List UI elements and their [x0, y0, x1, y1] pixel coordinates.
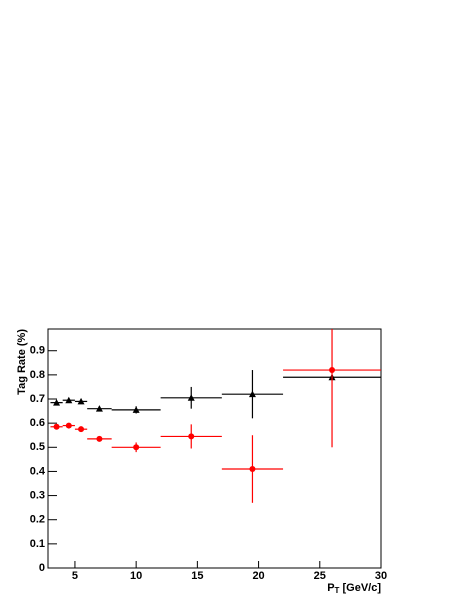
y-tick-label: 0	[39, 562, 45, 574]
y-tick-label: 0.2	[30, 514, 45, 526]
marker	[53, 399, 61, 406]
plot-frame	[47, 328, 382, 569]
marker	[187, 394, 195, 401]
y-tick-label: 0.5	[30, 441, 45, 453]
marker	[78, 426, 85, 433]
x-axis-label: PT [GeV/c]	[327, 582, 381, 595]
marker	[248, 390, 256, 398]
x-tick-label: 20	[252, 570, 264, 582]
y-tick-label: 0.9	[30, 345, 45, 357]
x-tick-label: 25	[314, 570, 326, 582]
marker	[65, 422, 72, 429]
x-label-sub: T	[335, 586, 340, 595]
marker	[132, 406, 140, 413]
x-tick-label: 15	[191, 570, 203, 582]
marker	[95, 405, 103, 412]
y-tick-label: 0.8	[30, 369, 45, 381]
y-tick-label: 0.6	[30, 417, 45, 429]
x-tick-label: 5	[72, 570, 78, 582]
marker	[188, 433, 195, 440]
y-tick-label: 0.4	[30, 465, 46, 477]
marker	[96, 435, 103, 442]
x-tick-label: 30	[375, 570, 387, 582]
x-tick-label: 10	[130, 570, 142, 582]
y-tick-label: 0.1	[30, 538, 45, 550]
y-tick-label: 0.7	[30, 393, 45, 405]
marker	[77, 397, 85, 405]
y-axis-label: Tag Rate (%)	[16, 329, 28, 395]
marker	[133, 444, 140, 451]
x-label-rest: [GeV/c]	[339, 582, 381, 594]
marker	[53, 423, 60, 430]
x-label-main: P	[327, 582, 334, 594]
marker	[65, 396, 73, 404]
y-tick-label: 0.3	[30, 489, 45, 501]
marker	[329, 367, 336, 374]
marker	[249, 466, 256, 473]
